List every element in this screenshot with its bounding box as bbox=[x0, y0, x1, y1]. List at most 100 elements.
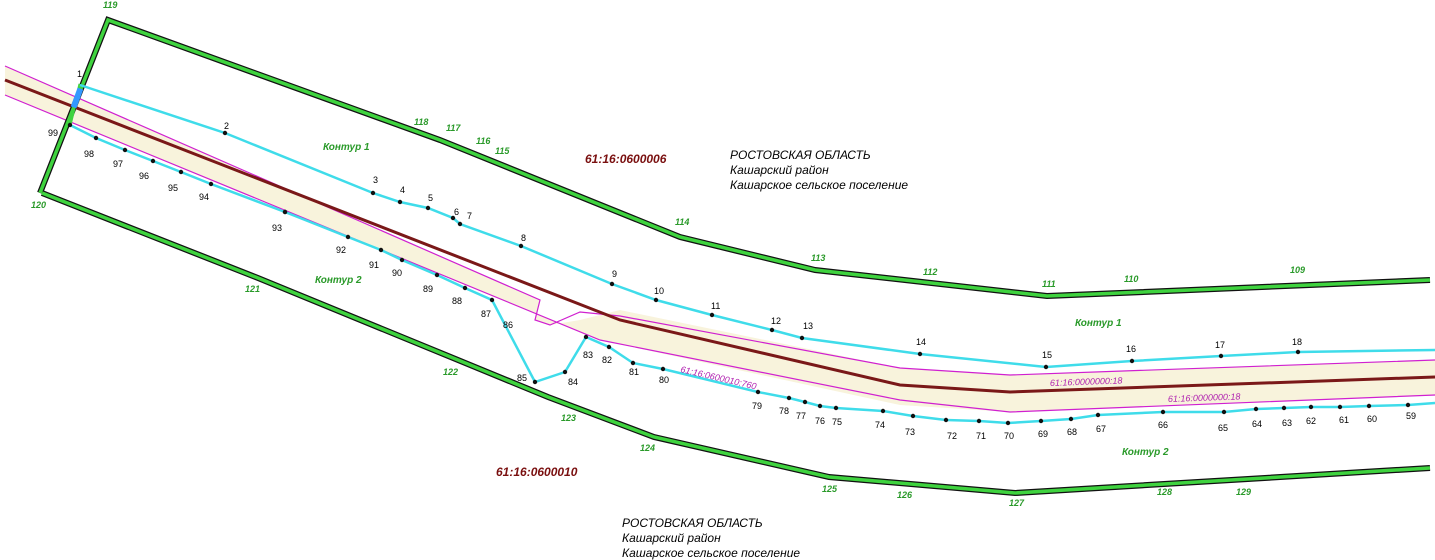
point bbox=[450, 215, 456, 221]
point bbox=[1038, 418, 1044, 424]
point-label: 96 bbox=[139, 171, 149, 181]
boundary-label: 127 bbox=[1009, 498, 1025, 508]
point bbox=[976, 418, 982, 424]
road-axis bbox=[4, 78, 1435, 394]
point bbox=[457, 221, 463, 227]
point-label: 6 bbox=[454, 207, 459, 217]
point-label: 68 bbox=[1067, 427, 1077, 437]
boundary-label: 117 bbox=[446, 123, 461, 133]
parcel-number: 61:16:0600006 bbox=[585, 152, 667, 166]
boundary-label: 120 bbox=[31, 200, 46, 210]
point bbox=[1005, 420, 1011, 426]
point-label: 9 bbox=[612, 269, 617, 279]
boundary-label: 121 bbox=[245, 284, 260, 294]
point-label: 65 bbox=[1218, 423, 1228, 433]
point-label: 17 bbox=[1215, 340, 1225, 350]
point bbox=[1095, 412, 1101, 418]
point-label: 87 bbox=[481, 309, 491, 319]
point bbox=[709, 312, 715, 318]
point bbox=[434, 272, 440, 278]
point bbox=[532, 379, 538, 385]
point bbox=[817, 403, 823, 409]
point bbox=[93, 135, 99, 141]
point-label: 14 bbox=[916, 337, 926, 347]
point bbox=[222, 130, 228, 136]
point-label: 2 bbox=[224, 121, 229, 131]
point-label: 84 bbox=[568, 377, 578, 387]
point-label: 69 bbox=[1038, 429, 1048, 439]
point bbox=[786, 395, 792, 401]
point bbox=[518, 243, 524, 249]
point-label: 85 bbox=[517, 373, 527, 383]
boundary-label: 118 bbox=[414, 117, 428, 127]
point-label: 78 bbox=[779, 406, 789, 416]
point-label: 59 bbox=[1406, 411, 1416, 421]
point bbox=[282, 209, 288, 215]
region-name: РОСТОВСКАЯ ОБЛАСТЬ bbox=[730, 148, 871, 162]
contour-label: Контур 1 bbox=[1075, 318, 1122, 329]
point bbox=[425, 205, 431, 211]
point bbox=[943, 417, 949, 423]
point-label: 5 bbox=[428, 193, 433, 203]
point bbox=[653, 297, 659, 303]
road-label: 61:16:0000000:18 bbox=[1050, 375, 1123, 388]
road-band bbox=[5, 66, 1435, 412]
point bbox=[178, 169, 184, 175]
point-label: 94 bbox=[199, 192, 209, 202]
point-label: 81 bbox=[629, 367, 639, 377]
point bbox=[583, 334, 589, 340]
point bbox=[1043, 364, 1049, 370]
boundary-label: 129 bbox=[1236, 487, 1251, 497]
point bbox=[880, 408, 886, 414]
point-label: 13 bbox=[803, 321, 813, 331]
point bbox=[1308, 404, 1314, 410]
point bbox=[660, 366, 666, 372]
point-label: 15 bbox=[1042, 350, 1052, 360]
point-label: 61 bbox=[1339, 415, 1349, 425]
point bbox=[1160, 409, 1166, 415]
point bbox=[1221, 409, 1227, 415]
point-label: 77 bbox=[796, 411, 806, 421]
point bbox=[1129, 358, 1135, 364]
point bbox=[370, 190, 376, 196]
boundary-label: 123 bbox=[561, 413, 576, 423]
boundary-label: 124 bbox=[640, 443, 655, 453]
point-label: 11 bbox=[711, 301, 720, 311]
point-label: 80 bbox=[659, 375, 669, 385]
point-label: 66 bbox=[1158, 420, 1168, 430]
boundary-label: 114 bbox=[675, 217, 689, 227]
road-edge bbox=[4, 65, 1435, 376]
point-label: 95 bbox=[168, 183, 178, 193]
parcel-number: 61:16:0600010 bbox=[496, 465, 578, 479]
point bbox=[609, 281, 615, 287]
point bbox=[150, 158, 156, 164]
point-label: 71 bbox=[976, 431, 986, 441]
point bbox=[1253, 406, 1259, 412]
point bbox=[562, 369, 568, 375]
point-label: 73 bbox=[905, 427, 915, 437]
point bbox=[917, 351, 923, 357]
point bbox=[833, 405, 839, 411]
point-label: 72 bbox=[947, 431, 957, 441]
boundary-label: 116 bbox=[476, 136, 491, 146]
point-label: 83 bbox=[583, 350, 593, 360]
point bbox=[799, 335, 805, 341]
road-label: 61:16:0000000:18 bbox=[1168, 391, 1241, 404]
road-edge bbox=[4, 94, 1435, 413]
point bbox=[1405, 402, 1411, 408]
boundary-label: 109 bbox=[1290, 265, 1305, 275]
point-label: 8 bbox=[521, 233, 526, 243]
point-label: 86 bbox=[503, 320, 513, 330]
point bbox=[462, 285, 468, 291]
point bbox=[1218, 353, 1224, 359]
point bbox=[769, 327, 775, 333]
point bbox=[606, 344, 612, 350]
point-label: 74 bbox=[875, 420, 885, 430]
point-label: 67 bbox=[1096, 424, 1106, 434]
point-label: 89 bbox=[423, 284, 433, 294]
point-label: 70 bbox=[1004, 431, 1014, 441]
point bbox=[1295, 349, 1301, 355]
point bbox=[630, 360, 636, 366]
point bbox=[910, 413, 916, 419]
